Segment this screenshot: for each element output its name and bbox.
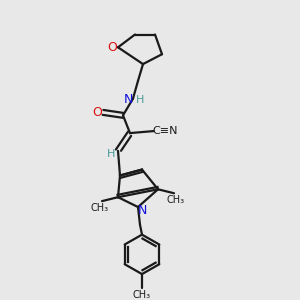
Text: N: N — [123, 93, 133, 106]
Text: CH₃: CH₃ — [167, 195, 185, 205]
Text: H: H — [107, 149, 115, 159]
Text: N: N — [137, 205, 147, 218]
Text: C≡N: C≡N — [152, 126, 178, 136]
Text: O: O — [107, 41, 117, 54]
Text: O: O — [92, 106, 102, 119]
Text: H: H — [136, 94, 144, 105]
Text: CH₃: CH₃ — [91, 203, 109, 213]
Text: CH₃: CH₃ — [133, 290, 151, 300]
